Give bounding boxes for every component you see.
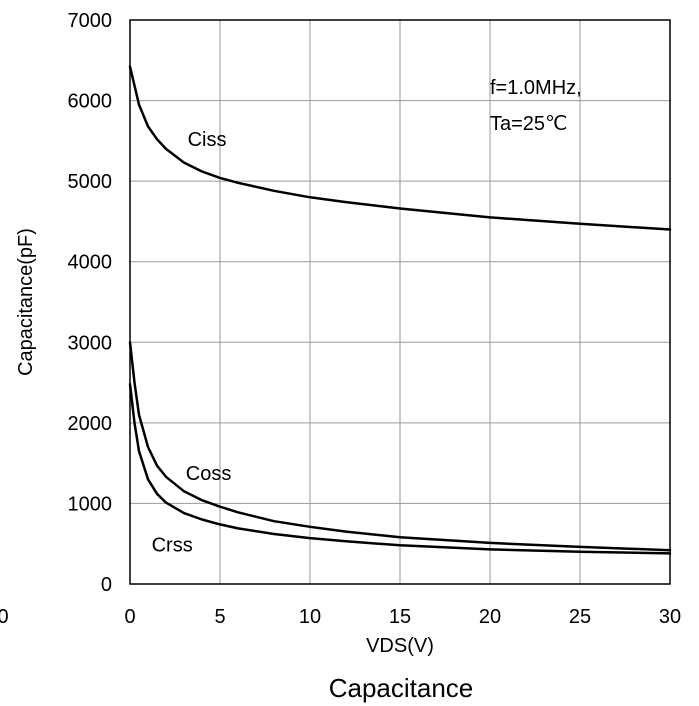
x-tick-label-3: 15	[389, 606, 411, 628]
series-label-crss: Crss	[152, 535, 193, 557]
y-tick-label-3: 3000	[68, 332, 113, 354]
annotation-line-1: Ta=25℃	[490, 113, 568, 135]
y-tick-label-5: 5000	[68, 171, 113, 193]
series-label-ciss: Ciss	[188, 129, 227, 151]
series-line-coss	[128, 341, 672, 552]
series-group: Ciss Coss Crss	[128, 65, 672, 557]
y-tick-label-1: 1000	[68, 493, 113, 515]
x-tick-label-4: 20	[479, 606, 501, 628]
y-tick-label-7: 7000	[68, 10, 113, 32]
y-tick-label-0: 0	[101, 574, 112, 596]
x-tick-label-2: 10	[299, 606, 321, 628]
x-tick-label-6: 30	[659, 606, 681, 628]
x-tick-label-1: 5	[214, 606, 225, 628]
grid-lines	[130, 20, 670, 584]
y-tick-label-2: 2000	[68, 413, 113, 435]
series-line-ciss	[128, 65, 672, 231]
series-line-crss	[128, 382, 672, 555]
chart-caption: Capacitance	[329, 673, 474, 703]
x-axis-label: VDS(V)	[366, 635, 434, 657]
y-tick-label-6: 6000	[68, 91, 113, 113]
x-tick-label-0: 0	[124, 606, 135, 628]
extra-x-tick-label: 0	[0, 606, 9, 628]
plot-frame	[129, 19, 671, 585]
y-tick-label-4: 4000	[68, 252, 113, 274]
annotation-group: f=1.0MHz, Ta=25℃	[490, 77, 582, 135]
y-tick-labels: 0 1000 2000 3000 4000 5000 6000 7000	[68, 10, 113, 596]
annotation-line-0: f=1.0MHz,	[490, 77, 582, 99]
x-tick-labels: 0 5 10 15 20 25 30	[124, 606, 681, 628]
x-tick-label-5: 25	[569, 606, 591, 628]
series-label-coss: Coss	[186, 463, 232, 485]
y-axis-label: Capacitance(pF)	[15, 228, 37, 376]
